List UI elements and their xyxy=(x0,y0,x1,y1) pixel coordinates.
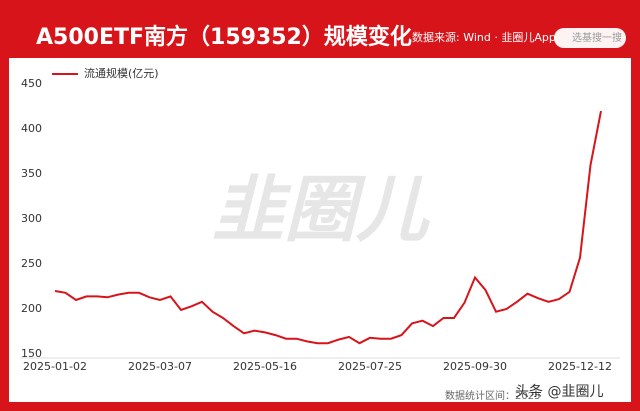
panel xyxy=(9,58,631,402)
footer-overlay: 头条 @韭圈儿 xyxy=(515,383,603,400)
x-tick-label: 2025-01-02 xyxy=(23,360,87,373)
y-tick-label: 300 xyxy=(21,212,42,225)
footer-range: 数据统计区间：2025 xyxy=(445,389,540,402)
y-tick-label: 150 xyxy=(21,347,42,360)
x-tick-label: 2025-05-16 xyxy=(233,360,297,373)
search-box[interactable] xyxy=(554,28,626,48)
x-tick-label: 2025-12-12 xyxy=(548,360,612,373)
line xyxy=(54,110,602,345)
y-tick-label: 250 xyxy=(21,257,42,270)
y-tick-label: 400 xyxy=(21,122,42,135)
source: 数据来源: Wind · 韭圈儿App xyxy=(412,30,556,44)
title: A500ETF南方（159352）规模变化 xyxy=(36,24,412,50)
watermark: 韭圈儿 xyxy=(212,168,431,252)
x-tick-label: 2025-03-07 xyxy=(128,360,192,373)
legend-label: 流通规模(亿元) xyxy=(84,66,159,80)
y-tick-label: 450 xyxy=(21,77,42,90)
x-tick-label: 2025-09-30 xyxy=(443,360,507,373)
y-tick-label: 200 xyxy=(21,302,42,315)
x-tick-label: 2025-07-25 xyxy=(338,360,402,373)
search-placeholder[interactable]: 选基搜一搜 xyxy=(572,31,622,44)
y-tick-label: 350 xyxy=(21,167,42,180)
